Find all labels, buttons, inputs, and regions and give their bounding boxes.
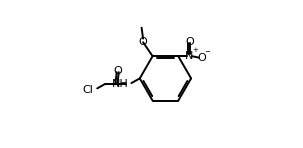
Text: NH: NH bbox=[112, 79, 129, 89]
Text: Cl: Cl bbox=[83, 85, 94, 95]
Text: O: O bbox=[197, 53, 206, 63]
Text: +: + bbox=[192, 47, 198, 53]
Text: O: O bbox=[139, 37, 148, 47]
Text: Methoxy: Methoxy bbox=[138, 26, 145, 27]
Text: N: N bbox=[185, 51, 193, 61]
Text: O: O bbox=[185, 37, 194, 47]
Text: O: O bbox=[113, 66, 122, 76]
Text: −: − bbox=[204, 49, 210, 56]
